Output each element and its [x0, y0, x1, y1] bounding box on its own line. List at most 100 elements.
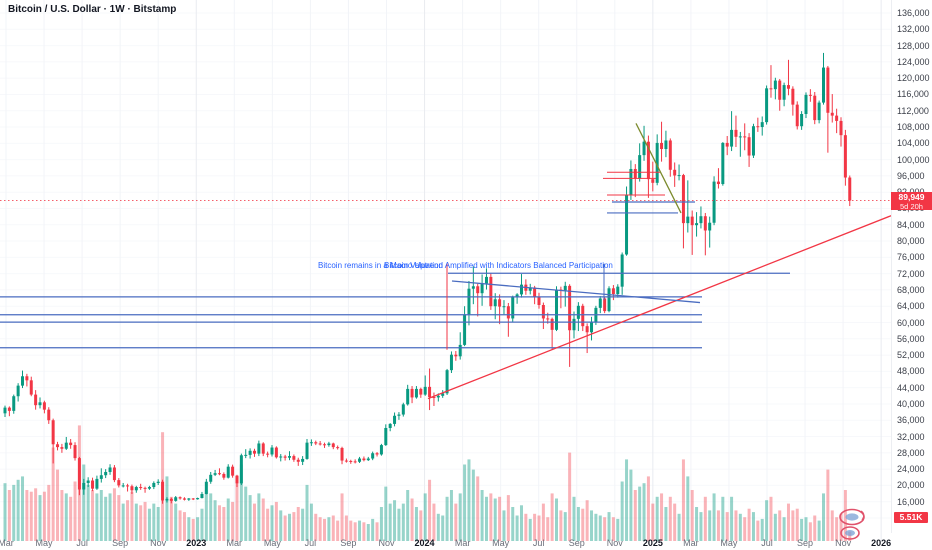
candle-body[interactable]	[358, 458, 362, 462]
candle-body[interactable]	[393, 415, 397, 424]
candle-body[interactable]	[590, 322, 594, 333]
candle-body[interactable]	[226, 466, 230, 478]
candle-body[interactable]	[791, 88, 795, 105]
candle-body[interactable]	[388, 423, 392, 428]
candle-body[interactable]	[734, 129, 738, 137]
candle-body[interactable]	[568, 285, 572, 331]
candle-body[interactable]	[366, 458, 370, 461]
candle-body[interactable]	[165, 498, 169, 501]
candle-body[interactable]	[196, 498, 200, 500]
candle-body[interactable]	[843, 135, 847, 178]
candle-body[interactable]	[550, 318, 554, 330]
candle-body[interactable]	[423, 386, 427, 395]
candle-body[interactable]	[47, 409, 51, 421]
candle-body[interactable]	[690, 216, 694, 226]
candle-body[interactable]	[130, 486, 134, 491]
candle-body[interactable]	[646, 141, 650, 180]
candle-body[interactable]	[29, 380, 33, 395]
annotation-uptrend-text[interactable]: Bitcoin remains in a Macro Uptrend	[318, 261, 443, 270]
candle-body[interactable]	[77, 458, 81, 490]
red-trend-line[interactable]	[427, 212, 899, 400]
candle-body[interactable]	[651, 179, 655, 183]
candle-body[interactable]	[231, 466, 235, 476]
candle-body[interactable]	[353, 461, 357, 463]
candle-body[interactable]	[813, 95, 817, 121]
candle-body[interactable]	[480, 283, 484, 294]
candle-body[interactable]	[695, 223, 699, 226]
candle-body[interactable]	[625, 195, 629, 255]
candle-body[interactable]	[209, 474, 213, 482]
candle-body[interactable]	[331, 443, 335, 448]
candle-body[interactable]	[292, 456, 296, 460]
candle-body[interactable]	[839, 120, 843, 136]
candle-body[interactable]	[677, 175, 681, 177]
candle-body[interactable]	[108, 467, 112, 472]
candle-body[interactable]	[835, 115, 839, 121]
candle-body[interactable]	[283, 456, 287, 458]
candle-body[interactable]	[86, 480, 90, 483]
candle-body[interactable]	[126, 485, 130, 487]
candle-body[interactable]	[384, 427, 388, 446]
candle-body[interactable]	[309, 442, 313, 444]
blue-trend-line[interactable]	[451, 280, 701, 304]
candle-body[interactable]	[660, 142, 664, 150]
candle-body[interactable]	[598, 298, 602, 308]
candle-body[interactable]	[633, 168, 637, 179]
olive-trend-line[interactable]	[635, 123, 682, 214]
candle-body[interactable]	[161, 481, 165, 501]
candle-body[interactable]	[708, 222, 712, 231]
candle-body[interactable]	[25, 376, 29, 381]
candle-body[interactable]	[511, 296, 515, 319]
candle-body[interactable]	[270, 447, 274, 455]
candle-body[interactable]	[95, 478, 99, 489]
candle-body[interactable]	[21, 376, 25, 386]
candle-body[interactable]	[7, 407, 11, 411]
candle-body[interactable]	[454, 354, 458, 357]
candle-body[interactable]	[848, 177, 852, 201]
candle-body[interactable]	[747, 137, 751, 156]
candle-body[interactable]	[336, 447, 340, 449]
candle-body[interactable]	[414, 388, 418, 398]
candle-body[interactable]	[725, 142, 729, 147]
candle-body[interactable]	[178, 497, 182, 499]
candle-body[interactable]	[769, 88, 773, 90]
candle-body[interactable]	[152, 482, 156, 488]
candle-body[interactable]	[3, 407, 7, 414]
candle-body[interactable]	[655, 142, 659, 183]
candle-body[interactable]	[182, 498, 186, 500]
candle-body[interactable]	[12, 396, 16, 411]
candle-body[interactable]	[191, 498, 195, 500]
candle-body[interactable]	[441, 393, 445, 396]
candle-body[interactable]	[716, 181, 720, 185]
candle-body[interactable]	[134, 487, 138, 491]
symbol-title[interactable]: Bitcoin / U.S. Dollar · 1W · Bitstamp	[8, 4, 177, 15]
candle-body[interactable]	[305, 442, 309, 459]
candle-body[interactable]	[528, 287, 532, 291]
candle-body[interactable]	[73, 445, 77, 459]
candle-body[interactable]	[699, 216, 703, 224]
candle-body[interactable]	[471, 286, 475, 289]
candle-body[interactable]	[786, 85, 790, 89]
candle-body[interactable]	[620, 254, 624, 287]
candle-body[interactable]	[112, 467, 116, 481]
candle-body[interactable]	[143, 487, 147, 489]
time-axis[interactable]: Mar May Jul Sep Nov 2023 Mar May Jul Sep Nov 2024 Ma…	[0, 533, 932, 550]
candle-body[interactable]	[156, 481, 160, 483]
candle-body[interactable]	[222, 474, 226, 478]
candle-body[interactable]	[261, 443, 265, 454]
candle-body[interactable]	[38, 402, 42, 406]
candle-body[interactable]	[712, 181, 716, 223]
candle-body[interactable]	[703, 216, 707, 231]
candle-body[interactable]	[436, 395, 440, 398]
candle-body[interactable]	[318, 443, 322, 445]
annotation-valuation-text[interactable]: Bitcoin Valuation Amplified with Indicat…	[384, 261, 613, 270]
candle-body[interactable]	[743, 136, 747, 138]
candle-body[interactable]	[82, 482, 86, 490]
candle-body[interactable]	[60, 447, 64, 449]
candle-body[interactable]	[800, 113, 804, 127]
candle-body[interactable]	[235, 475, 239, 484]
candle-body[interactable]	[406, 388, 410, 405]
candle-body[interactable]	[410, 388, 414, 398]
candle-body[interactable]	[506, 306, 510, 319]
candle-body[interactable]	[344, 460, 348, 462]
